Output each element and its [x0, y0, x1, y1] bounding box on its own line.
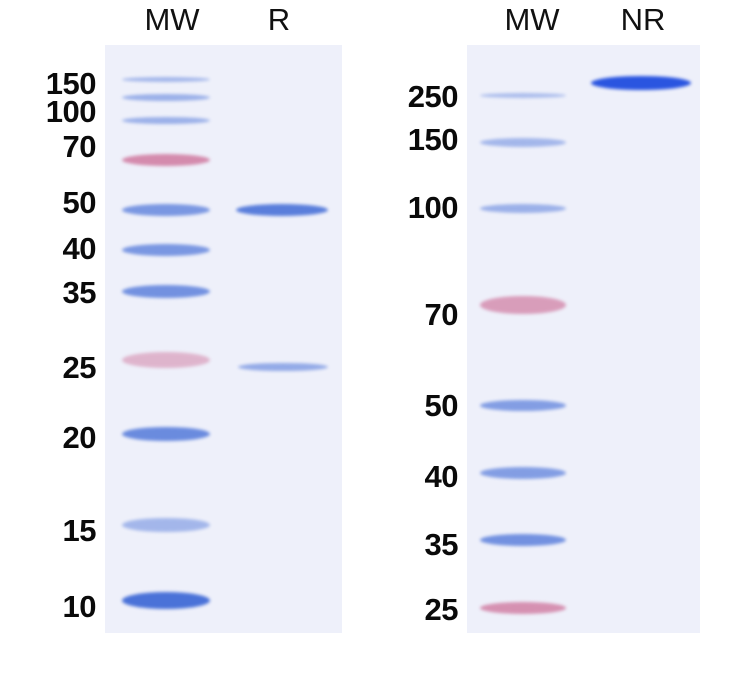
- marker-label: 10: [62, 589, 97, 624]
- marker-label: 150: [45, 66, 97, 101]
- marker-label: 150: [407, 122, 459, 157]
- marker-label: 25: [424, 592, 459, 627]
- marker-band: [122, 284, 210, 298]
- marker-label: 20: [62, 420, 97, 455]
- marker-label: 35: [62, 275, 97, 310]
- marker-band: [122, 591, 210, 609]
- sample-band-light-chain: [238, 363, 328, 371]
- marker-label: 25: [62, 350, 97, 385]
- marker-band: [480, 203, 566, 213]
- marker-band: [480, 137, 566, 147]
- lane-header-mw-left: MW: [144, 2, 200, 37]
- marker-label: 100: [45, 94, 97, 129]
- marker-label: 40: [62, 231, 97, 266]
- marker-band: [122, 518, 210, 532]
- marker-band: [122, 116, 210, 124]
- marker-label: 70: [424, 297, 459, 332]
- marker-label: 15: [62, 513, 97, 548]
- marker-band: [480, 602, 566, 614]
- lane-header-non-reduced: NR: [620, 2, 666, 37]
- marker-band: [480, 467, 566, 479]
- marker-label: 100: [407, 190, 459, 225]
- marker-band: [122, 93, 210, 101]
- marker-label: 250: [407, 79, 459, 114]
- marker-band: [122, 352, 210, 368]
- marker-band: [122, 204, 210, 216]
- marker-label: 70: [62, 129, 97, 164]
- marker-band: [122, 154, 210, 166]
- lane-header-reduced: R: [267, 2, 291, 37]
- marker-label: 35: [424, 527, 459, 562]
- marker-band: [122, 76, 210, 82]
- marker-band: [480, 399, 566, 411]
- marker-band: [480, 92, 566, 98]
- sample-band-intact: [591, 76, 691, 90]
- marker-label: 40: [424, 459, 459, 494]
- marker-band: [122, 427, 210, 441]
- sample-band-heavy-chain: [236, 204, 328, 216]
- marker-band: [480, 296, 566, 314]
- marker-label: 50: [62, 185, 97, 220]
- lane-header-mw-right: MW: [504, 2, 560, 37]
- marker-band: [122, 244, 210, 256]
- marker-label: 50: [424, 388, 459, 423]
- gel-left: [105, 45, 342, 633]
- marker-band: [480, 534, 566, 546]
